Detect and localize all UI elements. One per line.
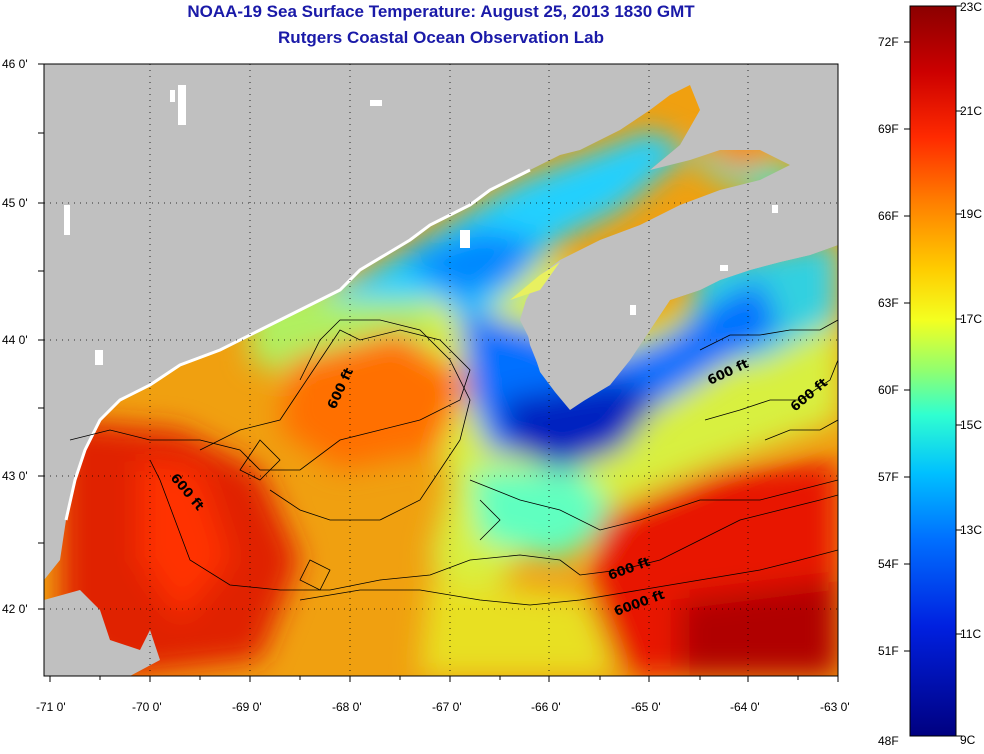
colorbar-c-9: 9C xyxy=(960,733,976,747)
land-nova-scotia xyxy=(523,168,838,408)
colorbar-f-69: 69F xyxy=(878,122,899,136)
colorbar-ticks xyxy=(904,5,962,737)
lon-label-71: -71 0' xyxy=(36,700,66,714)
colorbar-c-17: 17C xyxy=(960,312,983,326)
lat-label-42: 42 0' xyxy=(2,602,28,616)
colorbar-f-48: 48F xyxy=(878,734,899,748)
lon-label-66: -66 0' xyxy=(531,700,561,714)
inland-lakes xyxy=(64,85,778,365)
colorbar-c-23: 23C xyxy=(960,0,983,14)
colorbar-c-21: 21C xyxy=(960,104,983,118)
map-title: NOAA-19 Sea Surface Temperature: August … xyxy=(187,2,695,21)
colorbar-f-51: 51F xyxy=(878,644,899,658)
colorbar-c-13: 13C xyxy=(960,523,983,537)
colorbar xyxy=(909,5,957,737)
land-cape-cod xyxy=(44,590,160,676)
land-pei-mainland xyxy=(700,64,838,152)
lon-label-63: -63 0' xyxy=(820,700,850,714)
coast-fringe xyxy=(64,168,531,521)
map-frame xyxy=(43,63,839,677)
colorbar-c-11: 11C xyxy=(960,627,982,641)
lon-label-67: -67 0' xyxy=(432,700,462,714)
lat-label-45: 45 0' xyxy=(2,196,28,210)
land-mainland xyxy=(44,64,838,580)
lat-label-44: 44 0' xyxy=(2,333,28,347)
colorbar-f-72: 72F xyxy=(878,35,899,49)
lon-label-69: -69 0' xyxy=(232,700,262,714)
axis-ticks xyxy=(38,63,839,682)
colorbar-f-60: 60F xyxy=(878,383,899,397)
colorbar-c-15: 15C xyxy=(960,418,983,432)
graticule xyxy=(44,64,838,676)
bathymetry-contours xyxy=(69,319,838,606)
colorbar-f-54: 54F xyxy=(878,557,899,571)
lon-label-68: -68 0' xyxy=(332,700,362,714)
lat-label-46: 46 0' xyxy=(2,57,28,71)
map-subtitle: Rutgers Coastal Ocean Observation Lab xyxy=(278,28,604,47)
lon-label-65: -65 0' xyxy=(631,700,661,714)
colorbar-f-63: 63F xyxy=(878,296,899,310)
lon-label-70: -70 0' xyxy=(132,700,162,714)
lat-label-43: 43 0' xyxy=(2,469,28,483)
colorbar-f-57: 57F xyxy=(878,470,899,484)
colorbar-f-66: 66F xyxy=(878,209,899,223)
lon-label-64: -64 0' xyxy=(730,700,760,714)
map-body: 600 ft 600 ft 600 ft 600 ft 600 ft 6000 … xyxy=(44,64,838,676)
colorbar-c-19: 19C xyxy=(960,207,983,221)
